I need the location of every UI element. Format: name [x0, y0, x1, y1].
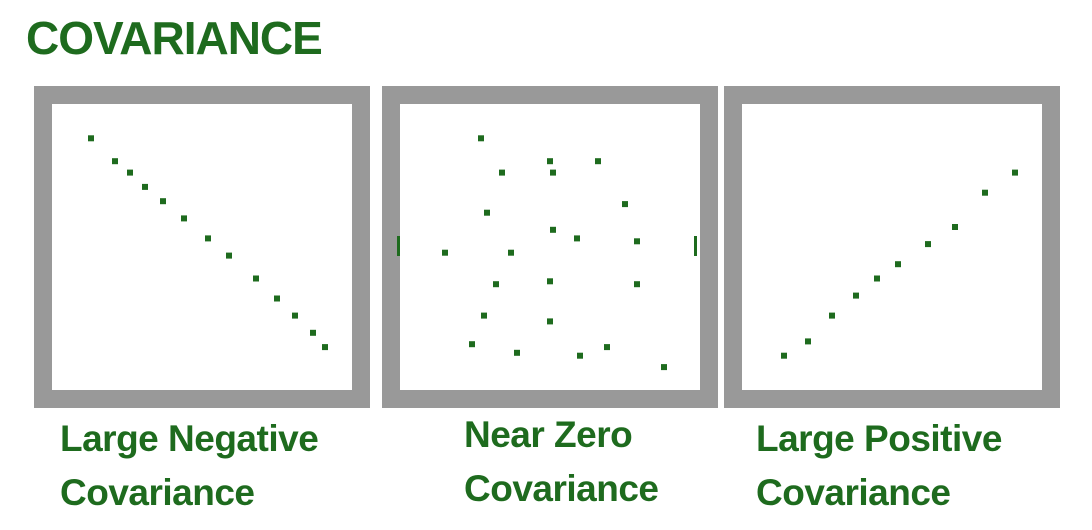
scatter-point-0-11: [310, 330, 316, 336]
scatter-point-1-10: [442, 250, 448, 256]
scatter-point-2-0: [781, 353, 787, 359]
scatter-point-2-4: [874, 276, 880, 282]
scatter-point-0-1: [112, 158, 118, 164]
scatter-point-0-7: [226, 253, 232, 259]
scatter-point-1-8: [574, 235, 580, 241]
scatter-point-0-10: [292, 313, 298, 319]
scatter-point-0-6: [205, 235, 211, 241]
scatter-point-0-4: [160, 198, 166, 204]
scatter-point-1-14: [634, 281, 640, 287]
scatter-point-1-4: [550, 170, 556, 176]
scatter-point-1-21: [661, 364, 667, 370]
scatter-point-1-5: [622, 201, 628, 207]
scatter-point-0-12: [322, 344, 328, 350]
scatter-panel-positive: [724, 86, 1060, 408]
scatter-point-2-1: [805, 338, 811, 344]
scatter-point-1-2: [595, 158, 601, 164]
caption-negative: Large Negative Covariance: [60, 412, 318, 520]
scatter-point-1-16: [547, 318, 553, 324]
scatter-point-0-8: [253, 276, 259, 282]
scatter-point-0-3: [142, 184, 148, 190]
caption-positive: Large Positive Covariance: [756, 412, 1002, 520]
caption-zero-line1: Near Zero: [464, 408, 659, 462]
scatter-point-2-8: [982, 190, 988, 196]
scatter-point-1-15: [481, 313, 487, 319]
scatter-point-1-1: [547, 158, 553, 164]
caption-zero-line2: Covariance: [464, 462, 659, 516]
scatter-point-2-2: [829, 313, 835, 319]
scatter-point-0-5: [181, 215, 187, 221]
scatter-point-2-6: [925, 241, 931, 247]
scatter-point-1-9: [634, 238, 640, 244]
scatter-point-1-13: [547, 278, 553, 284]
scatter-point-2-9: [1012, 170, 1018, 176]
caption-zero: Near Zero Covariance: [464, 408, 659, 516]
scatter-panel-zero: [382, 86, 718, 408]
scatter-point-1-0: [478, 135, 484, 141]
scatter-point-1-19: [577, 353, 583, 359]
scatter-point-1-6: [484, 210, 490, 216]
caption-positive-line1: Large Positive: [756, 412, 1002, 466]
page-title: COVARIANCE: [26, 10, 322, 66]
caption-negative-line1: Large Negative: [60, 412, 318, 466]
scatter-point-0-9: [274, 296, 280, 302]
scatter-point-1-18: [514, 350, 520, 356]
scatter-point-1-11: [508, 250, 514, 256]
edge-tick-left: [397, 236, 400, 256]
scatter-point-0-0: [88, 135, 94, 141]
scatter-point-0-2: [127, 170, 133, 176]
scatter-point-1-7: [550, 227, 556, 233]
scatter-point-2-3: [853, 293, 859, 299]
caption-negative-line2: Covariance: [60, 466, 318, 520]
scatter-point-1-12: [493, 281, 499, 287]
scatter-panel-negative: [34, 86, 370, 408]
scatter-point-2-5: [895, 261, 901, 267]
caption-positive-line2: Covariance: [756, 466, 1002, 520]
scatter-point-2-7: [952, 224, 958, 230]
scatter-plot-positive: [742, 104, 1042, 390]
scatter-plot-zero: [400, 104, 700, 390]
scatter-point-1-17: [469, 341, 475, 347]
scatter-plot-negative: [52, 104, 352, 390]
scatter-point-1-3: [499, 170, 505, 176]
scatter-point-1-20: [604, 344, 610, 350]
edge-tick-right: [694, 236, 697, 256]
